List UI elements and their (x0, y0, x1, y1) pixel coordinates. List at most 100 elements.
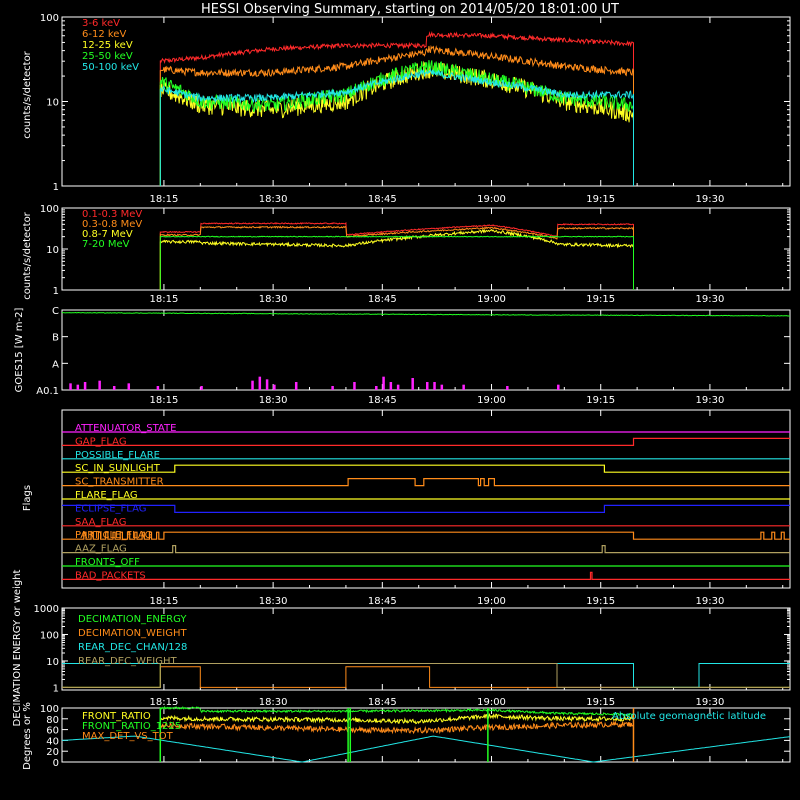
flag-label: FRONTS_OFF (75, 557, 140, 568)
goes-series-goes-flux (61, 311, 790, 317)
high-energy-legend-item: 0.3-0.8 MeV (82, 219, 142, 230)
goes-spike-bar (426, 382, 429, 390)
flags-ylabel: Flags (22, 485, 33, 511)
goes-spike-bar (273, 384, 276, 390)
flag-label: SC_TRANSMITTER (75, 477, 164, 488)
goes-ytick-label: A0.1 (36, 386, 59, 397)
high-energy-ytick-label: 1 (53, 286, 59, 297)
flag-line-gap-flag (62, 437, 790, 446)
decimation-line-decimation-weight (62, 666, 790, 688)
decimation-ylabel: DECIMATION ENERGY or weight (12, 569, 23, 726)
decimation-xtick-label: 18:45 (368, 697, 397, 708)
high-energy-series-0-3-0-8-mev (159, 225, 634, 290)
high-energy-series-0-8-7-mev (159, 228, 634, 290)
goes-xtick-label: 19:30 (696, 395, 725, 406)
high-energy-xtick-label: 19:30 (696, 294, 725, 305)
goes-spike-bar (156, 386, 160, 390)
goes-spike-bar (440, 384, 444, 390)
flags-xtick-label: 19:30 (696, 596, 725, 607)
high-energy-legend-item: 0.8-7 MeV (82, 229, 133, 240)
flag-label: ECLIPSE_FLAG (75, 503, 146, 514)
low-energy-legend-item: 3-6 keV (82, 18, 120, 29)
decimation-xtick-label: 19:30 (696, 697, 725, 708)
goes-spike-bar (396, 384, 400, 390)
high-energy-ytick-label: 100 (40, 204, 59, 215)
decimation-legend-item: REAR_DEC_WEIGHT (78, 656, 177, 667)
high-energy-xtick-label: 19:15 (586, 294, 615, 305)
high-energy-xtick-label: 19:00 (477, 294, 506, 305)
goes-xtick-label: 18:45 (368, 395, 397, 406)
low-energy-xtick-label: 19:30 (696, 194, 725, 205)
decimation-line-rear-dec-weight (62, 663, 790, 688)
ratios-ytick-label: 80 (46, 715, 59, 726)
goes-spike-bar (389, 382, 393, 390)
goes-spike-bar (265, 379, 269, 390)
goes-spike-bar (112, 386, 116, 390)
flag-line-sc-in-sunlight (62, 464, 790, 473)
decimation-xtick-label: 19:15 (586, 697, 615, 708)
high-energy-xtick-label: 18:30 (259, 294, 288, 305)
geomag-latitude-curve (61, 735, 791, 763)
goes-spike-bar (294, 382, 298, 390)
goes-spike-bar (411, 378, 414, 390)
decimation-legend-item: REAR_DEC_CHAN/128 (78, 642, 187, 653)
low-energy-ytick-label: 100 (40, 13, 59, 24)
decimation-xtick-label: 18:30 (259, 697, 288, 708)
low-energy-series-25-50-kev (159, 60, 634, 186)
goes-ytick-label: C (52, 306, 59, 317)
high-energy-series-0-1-0-3-mev (159, 221, 634, 290)
ratios-series-front-ratio-1225 (160, 705, 634, 717)
goes-ytick-label: B (52, 333, 59, 344)
goes-xtick-label: 18:15 (150, 395, 179, 406)
low-energy-xtick-label: 18:15 (150, 194, 179, 205)
decimation-frame (61, 607, 791, 691)
high-energy-ytick-label: 10 (46, 245, 59, 256)
low-energy-legend-item: 6-12 keV (82, 29, 126, 40)
flag-label: GAP_FLAG (75, 436, 127, 447)
goes-spike-bar (76, 384, 80, 390)
low-energy-xtick-label: 19:15 (586, 194, 615, 205)
flag-label: SAA_FLAG (75, 517, 126, 528)
ratios-ytick-label: 100 (40, 704, 59, 715)
goes-xtick-label: 19:15 (586, 395, 615, 406)
goes-spike-bar (462, 384, 465, 390)
flag-line-sc-transmitter (62, 478, 790, 487)
goes-spike-bar (98, 380, 101, 390)
goes-xtick-label: 18:30 (259, 395, 288, 406)
goes-spike-bar (258, 376, 262, 390)
decimation-legend-item: DECIMATION_WEIGHT (78, 628, 187, 639)
low-energy-legend-item: 12-25 keV (82, 40, 133, 51)
flag-label: BAD_PACKETS (75, 570, 146, 581)
low-energy-ylabel: counts/s/detector (22, 50, 33, 138)
ratios-legend-item: MAX_DET_VS_TOT (82, 731, 174, 742)
goes-spike-bar (127, 383, 131, 390)
ratios-ytick-label: 60 (46, 726, 59, 737)
goes-ylabel: GOES15 [W m-2] (14, 308, 25, 393)
page-title: HESSI Observing Summary, starting on 201… (201, 2, 619, 17)
flag-label: SC_IN_SUNLIGHT (75, 463, 161, 474)
flags-xtick-label: 18:15 (150, 596, 179, 607)
flag-line-bad-packets (62, 571, 790, 580)
flag-line-eclipse-flag (62, 504, 790, 513)
low-energy-series-3-6-kev (159, 30, 634, 186)
low-energy-xtick-label: 18:45 (368, 194, 397, 205)
goes-spike-bar (251, 380, 254, 390)
low-energy-ytick-label: 10 (46, 98, 59, 109)
low-energy-series-12-25-kev (159, 60, 634, 186)
goes-spike-bar (200, 386, 203, 390)
decimation-ytick-label: 10 (46, 657, 59, 668)
flag-label: POSSIBLE_FLARE (75, 450, 160, 461)
flag-label: AAZ_FLAG (75, 544, 127, 555)
low-energy-xtick-label: 18:30 (259, 194, 288, 205)
high-energy-series-7-20-mev (159, 235, 634, 290)
low-energy-series-6-12-kev (159, 44, 634, 186)
goes-spike-bar (506, 386, 509, 390)
flags-xtick-label: 19:00 (477, 596, 506, 607)
ratios-series-max-det-vs-tot (159, 720, 634, 735)
ratios-ytick-label: 40 (46, 736, 59, 747)
ratios-series-front-ratio (159, 712, 634, 725)
goes-spike-bar (69, 383, 72, 390)
decimation-xtick-label: 19:00 (477, 697, 506, 708)
decimation-ytick-label: 1 (53, 683, 59, 694)
